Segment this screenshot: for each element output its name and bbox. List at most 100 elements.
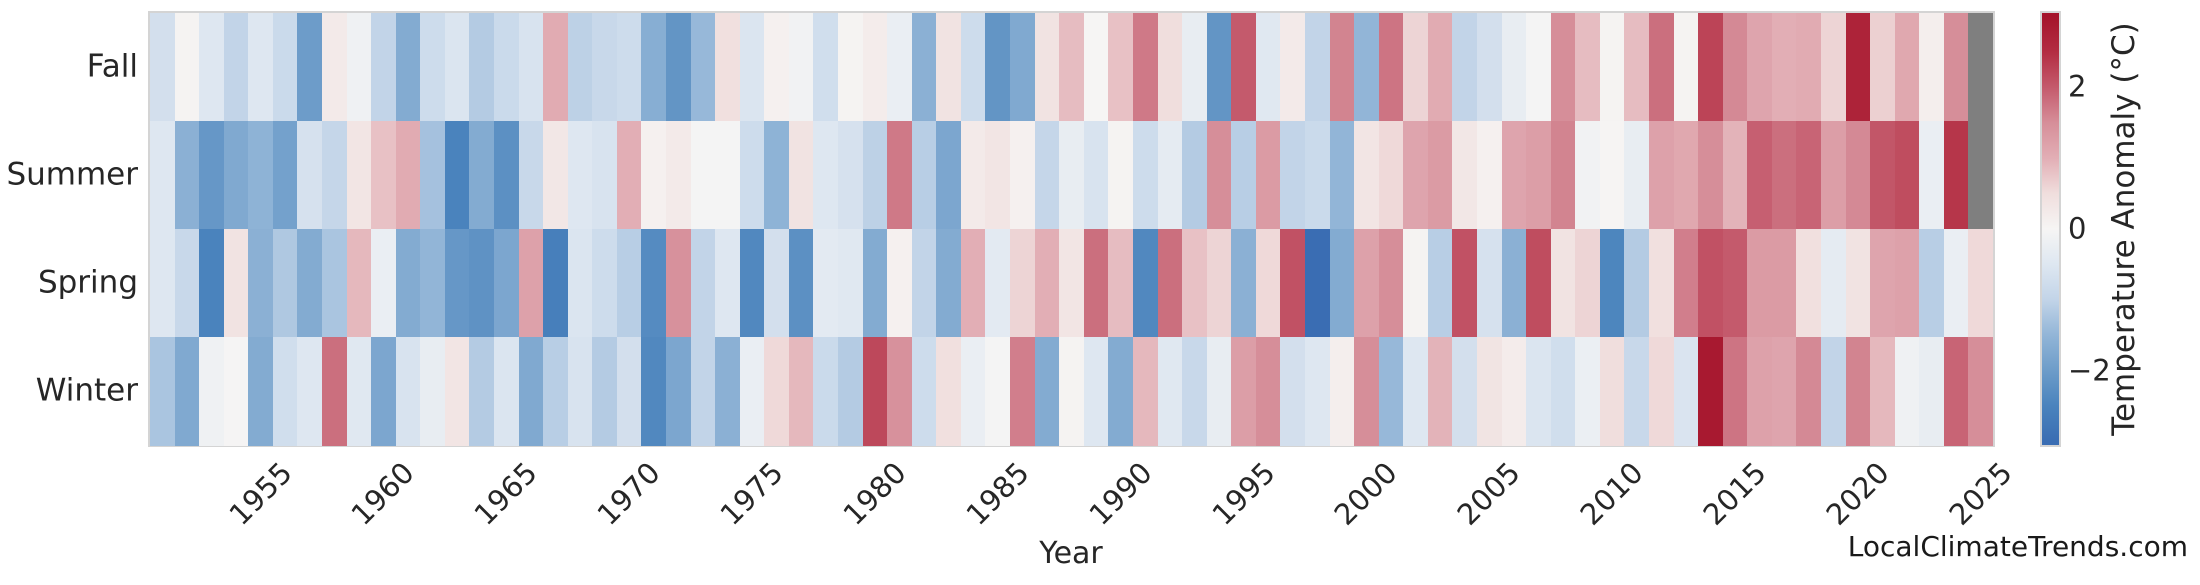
heatmap-cell (1231, 13, 1257, 122)
heatmap-cell (1575, 13, 1601, 122)
heatmap-cell (838, 121, 864, 230)
heatmap-cell (887, 229, 913, 338)
heatmap-cell (1820, 13, 1847, 122)
heatmap-cell (1206, 337, 1232, 446)
heatmap-cell (1747, 13, 1773, 122)
heatmap-cell (199, 121, 225, 230)
heatmap-cell (1673, 337, 1699, 446)
heatmap-cell (1599, 229, 1625, 338)
heatmap-cell (346, 229, 372, 338)
heatmap-cell (887, 337, 913, 446)
heatmap-cell (1919, 229, 1945, 338)
heatmap-cell (739, 121, 765, 230)
heatmap-cell (223, 121, 249, 230)
heatmap-cell (1476, 229, 1503, 338)
heatmap-cell (592, 13, 618, 122)
heatmap-cell (690, 13, 716, 122)
heatmap-cell (1894, 13, 1920, 122)
heatmap-cell (1059, 13, 1085, 122)
heatmap-cell (371, 229, 397, 338)
heatmap-cell (1894, 121, 1920, 230)
heatmap-cell (788, 337, 814, 446)
heatmap-cell (1034, 121, 1060, 230)
heatmap-cell (911, 229, 937, 338)
row-label-winter: Winter (35, 372, 138, 409)
heatmap-cell (518, 337, 544, 446)
x-tick-label: 1980 (836, 455, 913, 532)
heatmap-cell (1403, 13, 1429, 122)
heatmap-cell (1255, 13, 1281, 122)
heatmap-cell (223, 337, 249, 446)
heatmap-cell (1599, 337, 1625, 446)
heatmap-cell (322, 13, 348, 122)
heatmap-cell (1648, 13, 1675, 122)
heatmap-cell (1255, 229, 1281, 338)
heatmap-cell (444, 337, 470, 446)
x-tick-label: 1955 (222, 455, 299, 532)
heatmap-cell (1304, 337, 1330, 446)
heatmap-cell (322, 337, 348, 446)
heatmap-cell (1845, 13, 1871, 122)
heatmap-cell (199, 337, 225, 446)
heatmap-cell (641, 121, 667, 230)
heatmap-cell (1034, 337, 1060, 446)
heatmap-cell (739, 337, 765, 446)
heatmap-cell (395, 13, 421, 122)
heatmap-cell (395, 337, 421, 446)
row-label-fall: Fall (86, 48, 138, 85)
heatmap-cell (666, 337, 692, 446)
heatmap-cell (494, 229, 520, 338)
heatmap-cell (1083, 13, 1109, 122)
heatmap-cell (1919, 121, 1945, 230)
heatmap-cell (248, 229, 274, 338)
heatmap-cell (1648, 121, 1675, 230)
heatmap-cell (1845, 121, 1871, 230)
heatmap-cell (1280, 13, 1306, 122)
heatmap-cell (1083, 337, 1109, 446)
heatmap-cell (1624, 121, 1650, 230)
heatmap-cell (592, 337, 618, 446)
heatmap-cell (272, 337, 298, 446)
heatmap-cell (764, 229, 790, 338)
heatmap-cell (911, 13, 937, 122)
heatmap-cell (936, 13, 962, 122)
x-tick-label: 2020 (1819, 455, 1896, 532)
heatmap-cell (1132, 13, 1158, 122)
heatmap-cell (1943, 121, 1969, 230)
heatmap-cell (936, 229, 962, 338)
heatmap-cell (199, 229, 225, 338)
heatmap-cell (1157, 229, 1183, 338)
row-label-spring: Spring (37, 264, 138, 301)
heatmap-cell (1304, 121, 1330, 230)
heatmap-cell (322, 121, 348, 230)
heatmap-cell (1796, 121, 1822, 230)
heatmap-cell (1796, 337, 1822, 446)
heatmap-cell (543, 121, 569, 230)
heatmap-cell (1157, 337, 1183, 446)
heatmap-cell (297, 13, 323, 122)
heatmap-cell (1206, 229, 1232, 338)
heatmap-cell (567, 337, 593, 446)
heatmap-cell (1354, 121, 1380, 230)
heatmap-cell (1182, 337, 1208, 446)
heatmap-cell (420, 337, 446, 446)
heatmap-cell (1624, 229, 1650, 338)
heatmap-cell (223, 229, 249, 338)
heatmap-cell (1747, 121, 1773, 230)
heatmap-cell (469, 121, 495, 230)
heatmap-cell (494, 337, 520, 446)
heatmap-cell (1255, 121, 1281, 230)
heatmap-cell (838, 337, 864, 446)
heatmap-cell (1771, 13, 1797, 122)
heatmap-cell (1550, 337, 1576, 446)
heatmap-cell (1108, 337, 1134, 446)
heatmap-cell (1476, 337, 1503, 446)
heatmap-cell (272, 13, 298, 122)
heatmap-cell (1083, 121, 1109, 230)
heatmap-cell (1501, 13, 1527, 122)
colorbar-tick-label: 0 (2068, 211, 2087, 246)
x-tick-label: 1990 (1082, 455, 1159, 532)
heatmap-cell (1108, 13, 1134, 122)
heatmap-cell (174, 229, 200, 338)
